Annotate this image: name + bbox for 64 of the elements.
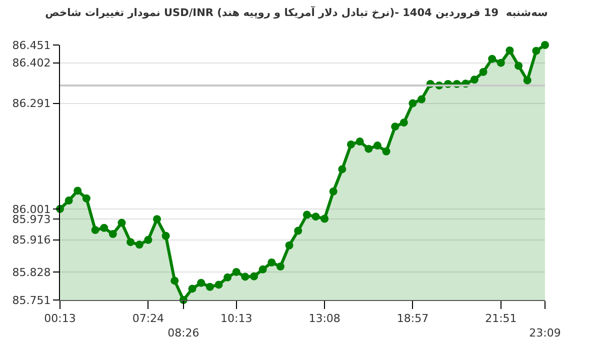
point xyxy=(224,273,232,282)
point xyxy=(294,226,302,235)
point xyxy=(418,95,426,104)
point xyxy=(408,99,417,108)
point xyxy=(506,46,514,54)
point xyxy=(496,58,505,67)
point xyxy=(541,41,549,49)
y-tick-label: 86.402 xyxy=(12,56,51,70)
point xyxy=(118,218,126,227)
point xyxy=(91,226,100,234)
x-tick-label: 23:09 xyxy=(529,326,561,340)
point xyxy=(153,215,161,224)
x-tick-label: 18:57 xyxy=(396,312,429,326)
point xyxy=(214,280,223,289)
point xyxy=(356,138,364,146)
y-tick-label: 86.451 xyxy=(12,38,51,52)
point xyxy=(144,236,152,244)
point xyxy=(197,278,206,287)
point xyxy=(364,144,373,153)
point xyxy=(162,232,170,240)
point xyxy=(82,194,90,202)
point xyxy=(250,272,258,280)
x-tick-label: 10:13 xyxy=(220,312,252,326)
point xyxy=(312,212,320,221)
x-tick-label: 08:26 xyxy=(168,326,200,340)
point xyxy=(258,265,267,274)
point xyxy=(126,238,135,246)
point xyxy=(241,272,250,281)
y-tick-label: 85.751 xyxy=(12,294,51,307)
point xyxy=(400,118,408,127)
point xyxy=(276,262,284,270)
point xyxy=(523,76,532,84)
point xyxy=(391,122,400,131)
point xyxy=(488,54,496,63)
x-tick-label: 13:08 xyxy=(308,312,340,326)
point xyxy=(285,241,294,250)
x-tick-label: 00:13 xyxy=(44,312,76,326)
point xyxy=(347,140,355,148)
point xyxy=(470,76,478,84)
point xyxy=(74,186,82,195)
point xyxy=(135,240,144,249)
point xyxy=(514,62,523,70)
point xyxy=(302,210,311,219)
point xyxy=(232,268,240,276)
point xyxy=(532,46,540,55)
point xyxy=(382,147,390,156)
point xyxy=(268,258,276,266)
chart-title: نمودار تغییرات شاخص USD/INR (نرخ تبادل دلار آمریکا و روپیه هند)- سه‌شنبه 19 فروردین 1404 xyxy=(45,5,548,20)
y-tick-label: 85.828 xyxy=(12,266,51,279)
point xyxy=(100,224,108,232)
point xyxy=(108,230,117,238)
point xyxy=(64,196,73,205)
point xyxy=(320,214,329,223)
point xyxy=(206,282,214,291)
point xyxy=(329,187,338,196)
point xyxy=(170,276,179,285)
point xyxy=(338,165,346,174)
point xyxy=(479,68,488,76)
x-tick-label: 07:24 xyxy=(132,312,164,326)
point xyxy=(373,142,382,150)
point xyxy=(188,284,196,293)
y-tick-label: 86.291 xyxy=(12,97,51,110)
y-tick-label: 85.916 xyxy=(12,234,51,247)
x-tick-label: 21:51 xyxy=(485,312,517,326)
